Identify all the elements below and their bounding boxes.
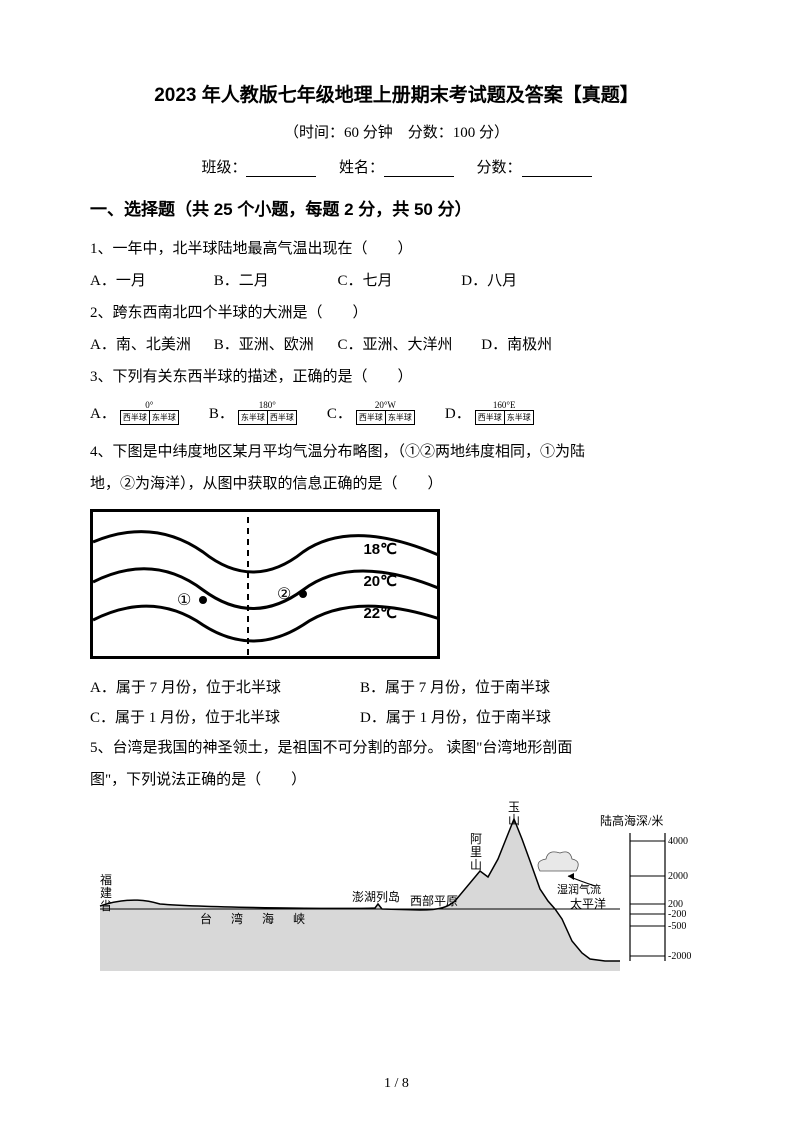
- q4-text-l2: 地，②为海洋），从图中获取的信息正确的是（ ）: [90, 469, 703, 499]
- q2-opt-c: C．亚洲、大洋州: [338, 330, 478, 360]
- q5-tick-2000: 2000: [668, 871, 688, 882]
- section-1-heading: 一、选择题（共 25 个小题，每题 2 分，共 50 分）: [90, 195, 703, 220]
- q3-opt-a: A． 0° 西半球东半球: [90, 400, 179, 425]
- q3-b-deg: 180°: [238, 400, 297, 410]
- q3-text: 3、下列有关东西半球的描述，正确的是（ ）: [90, 362, 703, 392]
- q5-tick-n2000: -2000: [668, 951, 691, 962]
- q5-fujian-2: 建: [100, 886, 112, 900]
- q3-a-deg: 0°: [120, 400, 179, 410]
- q5-pacific: 太平洋: [570, 896, 606, 911]
- q4-opt-a: A．属于 7 月份，位于北半球: [90, 673, 360, 703]
- q3-opt-b: B． 180° 东半球西半球: [209, 400, 297, 425]
- q1-opt-a: A．一月: [90, 266, 210, 296]
- q2-opt-b: B．亚洲、欧洲: [214, 330, 334, 360]
- q4-temp-22: 22℃: [363, 604, 397, 622]
- q5-text-l2: 图"，下列说法正确的是（ ）: [90, 765, 703, 795]
- form-line: 班级： 姓名： 分数：: [90, 156, 703, 177]
- q5-profile-figure: 陆高海深/米 4000 2000 200 -200 -500 -2000 福 建…: [90, 801, 700, 976]
- q4-opt-d: D．属于 1 月份，位于南半球: [360, 703, 630, 733]
- q5-west-plain: 西部平原: [410, 893, 458, 908]
- q3-a-right: 东半球: [150, 411, 178, 424]
- q1-opt-c: C．七月: [338, 266, 458, 296]
- q5-penghu: 澎湖列岛: [352, 889, 400, 904]
- q3-b-label: B．: [209, 402, 234, 423]
- subtitle: （时间：60 分钟 分数：100 分）: [90, 121, 703, 142]
- q4-temp-20: 20℃: [363, 572, 397, 590]
- q5-alishan-2: 里: [470, 845, 482, 859]
- q2-options: A．南、北美洲 B．亚洲、欧洲 C．亚洲、大洋州 D．南极州: [90, 330, 703, 360]
- q5-tick-n200: -200: [668, 909, 686, 920]
- q4-opt-c: C．属于 1 月份，位于北半球: [90, 703, 360, 733]
- q4-options: A．属于 7 月份，位于北半球 B．属于 7 月份，位于南半球 C．属于 1 月…: [90, 673, 703, 733]
- class-label: 班级：: [201, 160, 246, 176]
- hemisphere-box-b: 180° 东半球西半球: [238, 400, 297, 425]
- q5-tick-n500: -500: [668, 921, 686, 932]
- q5-alishan-3: 山: [470, 858, 482, 872]
- q4-temp-18: 18℃: [363, 540, 397, 558]
- q3-b-left: 东半球: [239, 411, 268, 424]
- q3-c-left: 西半球: [357, 411, 386, 424]
- q3-b-right: 西半球: [268, 411, 296, 424]
- q3-d-deg: 160°E: [475, 400, 534, 410]
- q3-d-right: 东半球: [505, 411, 533, 424]
- q3-d-label: D．: [445, 402, 471, 423]
- q5-fujian-1: 福: [100, 872, 112, 887]
- q3-opt-c: C． 20°W 西半球东半球: [327, 400, 415, 425]
- q3-opt-d: D． 160°E 西半球东半球: [445, 400, 534, 425]
- q2-opt-d: D．南极州: [481, 330, 601, 360]
- hemisphere-box-a: 0° 西半球东半球: [120, 400, 179, 425]
- q3-a-label: A．: [90, 402, 116, 423]
- q1-opt-b: B．二月: [214, 266, 334, 296]
- score-label: 分数：: [477, 160, 522, 176]
- q3-d-left: 西半球: [476, 411, 505, 424]
- q5-yushan-2: 山: [508, 813, 520, 827]
- q5-fujian-3: 省: [100, 899, 112, 913]
- page-title: 2023 年人教版七年级地理上册期末考试题及答案【真题】: [90, 80, 703, 107]
- q5-tick-4000: 4000: [668, 836, 688, 847]
- q1-text: 1、一年中，北半球陆地最高气温出现在（ ）: [90, 234, 703, 264]
- q3-c-label: C．: [327, 402, 352, 423]
- q2-opt-a: A．南、北美洲: [90, 330, 210, 360]
- q5-text-l1: 5、台湾是我国的神圣领土，是祖国不可分割的部分。 读图"台湾地形剖面: [90, 733, 703, 763]
- q3-c-right: 东半球: [386, 411, 414, 424]
- q5-moist: 湿润气流: [557, 882, 601, 896]
- name-label: 姓名：: [339, 160, 384, 176]
- q5-alishan-1: 阿: [470, 832, 482, 846]
- hemisphere-box-d: 160°E 西半球东半球: [475, 400, 534, 425]
- q5-strait: 台 湾 海 峡: [200, 911, 313, 926]
- page-number: 1 / 8: [0, 1076, 793, 1092]
- hemisphere-box-c: 20°W 西半球东半球: [356, 400, 415, 425]
- q4-marker-1: ①: [177, 590, 191, 610]
- name-blank[interactable]: [384, 161, 454, 177]
- q4-isotherm-figure: 18℃ 20℃ 22℃ ① ②: [90, 509, 440, 659]
- q2-text: 2、跨东西南北四个半球的大洲是（ ）: [90, 298, 703, 328]
- q4-opt-b: B．属于 7 月份，位于南半球: [360, 673, 630, 703]
- q4-marker-2: ②: [277, 584, 291, 604]
- class-blank[interactable]: [246, 161, 316, 177]
- q4-text-l1: 4、下图是中纬度地区某月平均气温分布略图，（①②两地纬度相同，①为陆: [90, 437, 703, 467]
- q1-options: A．一月 B．二月 C．七月 D．八月: [90, 266, 703, 296]
- score-blank[interactable]: [522, 161, 592, 177]
- q3-a-left: 西半球: [121, 411, 150, 424]
- q3-options: A． 0° 西半球东半球 B． 180° 东半球西半球 C． 20°W 西半球东…: [90, 400, 703, 425]
- q1-opt-d: D．八月: [461, 266, 581, 296]
- q3-c-deg: 20°W: [356, 400, 415, 410]
- q5-axis-title: 陆高海深/米: [600, 813, 663, 828]
